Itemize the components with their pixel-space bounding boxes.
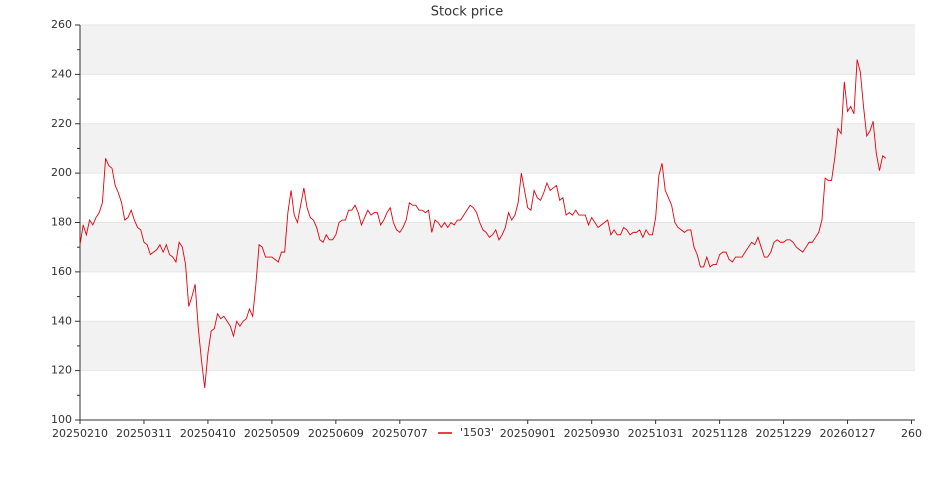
x-tick-label: 20251128 [692, 427, 748, 440]
grid-band [80, 321, 915, 371]
y-tick-label: 120 [51, 364, 72, 377]
legend-box [434, 425, 500, 441]
x-tick-label: 20251031 [628, 427, 684, 440]
y-tick-label: 160 [51, 265, 72, 278]
x-tick-label: 20260127 [820, 427, 876, 440]
x-tick-label: 20250509 [244, 427, 300, 440]
x-tick-label: 20250410 [180, 427, 236, 440]
x-tick-label: 20250901 [500, 427, 556, 440]
chart-title: Stock price [431, 5, 503, 20]
y-tick-label: 200 [51, 166, 72, 179]
y-tick-label: 220 [51, 117, 72, 130]
y-tick-label: 140 [51, 314, 72, 327]
x-tick-label: 20250609 [308, 427, 364, 440]
x-tick-label: 20250707 [372, 427, 428, 440]
y-tick-label: 260 [51, 18, 72, 31]
x-tick-label: 20250930 [564, 427, 620, 440]
x-tick-label: 20250311 [116, 427, 172, 440]
x-tick-label: 20251229 [756, 427, 812, 440]
y-tick-label: 180 [51, 216, 72, 229]
price-line [79, 59, 887, 388]
y-tick-label: 100 [51, 413, 72, 426]
grid-band [80, 25, 915, 75]
grid-band [80, 222, 915, 272]
x-tick-label: 20250210 [52, 427, 108, 440]
legend-label: '1503' [460, 426, 494, 439]
y-tick-label: 240 [51, 67, 72, 80]
x-tick-label: 260 [901, 427, 922, 440]
grid-band [80, 123, 915, 174]
